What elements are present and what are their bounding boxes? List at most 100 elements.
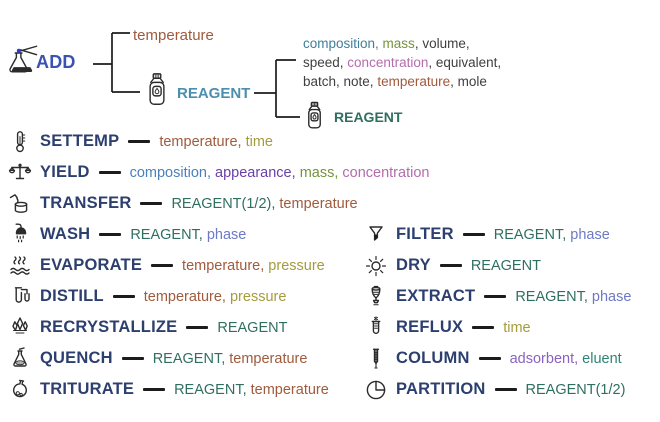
param-text: REAGENT <box>217 319 288 336</box>
op-row-column: COLUMN adsorbent, eluent <box>362 343 631 374</box>
reagent-node-label: REAGENT <box>177 85 251 102</box>
op-row-reflux: REFLUX time <box>362 312 631 343</box>
separatory-funnel-icon <box>362 285 389 309</box>
param-text: time <box>503 319 531 336</box>
reagent-param-list: composition, mass, volume, speed, concen… <box>303 34 501 91</box>
param-text: temperature, <box>182 257 269 274</box>
param-text: , volume, <box>414 36 470 51</box>
param-text: composition, <box>129 164 216 181</box>
op-params: REAGENT <box>471 258 541 274</box>
param-text: REAGENT(1/2) <box>525 381 626 398</box>
param-text: pressure <box>268 257 325 274</box>
op-label: TRITURATE <box>40 380 135 398</box>
op-label: TRANSFER <box>40 194 132 212</box>
op-label: SETTEMP <box>40 132 120 150</box>
dash-connector <box>128 140 151 143</box>
op-label: COLUMN <box>396 349 470 367</box>
op-params: composition, appearance, mass, concentra… <box>130 165 430 181</box>
param-text: REAGENT, <box>130 226 207 243</box>
dash-connector <box>186 326 209 329</box>
reflux-tube-icon <box>362 316 389 340</box>
param-text: mass <box>382 36 415 51</box>
dash-connector <box>140 202 163 205</box>
param-text: temperature <box>279 195 358 212</box>
dash-connector <box>484 295 507 298</box>
param-text: phase <box>206 226 247 243</box>
param-text: temperature <box>229 350 308 367</box>
param-text: REAGENT <box>470 257 541 274</box>
pie-circle-icon <box>362 378 389 402</box>
param-text: mass, <box>299 164 343 181</box>
param-text: temperature, <box>159 133 246 150</box>
op-row-yield: YIELD composition, appearance, mass, con… <box>6 157 429 188</box>
op-row-transfer: TRANSFER REAGENT(1/2), temperature <box>6 188 429 219</box>
param-text: speed, <box>303 55 348 70</box>
param-line: batch, note, temperature, mole <box>303 72 501 91</box>
param-text: concentration <box>347 55 429 70</box>
op-label-add: ADD <box>36 52 76 72</box>
reagent-bottle-icon <box>302 100 327 131</box>
op-label: DRY <box>396 256 431 274</box>
op-params: temperature, time <box>159 134 273 150</box>
left-operations-column: SETTEMP temperature, time YIELD composit… <box>6 126 429 405</box>
op-label: RECRYSTALLIZE <box>40 318 178 336</box>
param-text: REAGENT(1/2), <box>171 195 280 212</box>
thermometer-icon <box>6 130 33 154</box>
param-text: REAGENT, <box>152 350 230 367</box>
op-params: time <box>503 320 530 336</box>
op-params: temperature, pressure <box>182 258 325 274</box>
param-text: batch, note, <box>303 74 378 89</box>
param-text: eluent <box>582 350 622 367</box>
param-text: time <box>245 133 273 150</box>
dash-connector <box>494 388 517 391</box>
dash-connector <box>478 357 501 360</box>
funnel-icon <box>362 223 389 247</box>
param-text: temperature <box>377 74 451 89</box>
shower-head-icon <box>6 223 33 247</box>
op-row-dry: DRY REAGENT <box>362 250 631 281</box>
op-params: REAGENT, phase <box>130 227 246 243</box>
svg-text:stop: stop <box>16 360 22 364</box>
dash-connector <box>462 233 485 236</box>
op-params: REAGENT, phase <box>494 227 610 243</box>
param-text: REAGENT, <box>515 288 592 305</box>
op-label: EXTRACT <box>396 287 476 305</box>
param-text: temperature <box>250 381 329 398</box>
sun-icon <box>362 254 389 278</box>
op-row-triturate: TRITURATE REAGENT, temperature <box>6 374 429 405</box>
param-text: temperature, <box>143 288 230 305</box>
dash-connector <box>143 388 166 391</box>
chromatography-column-icon <box>362 347 389 371</box>
param-text: phase <box>591 288 632 305</box>
param-text: phase <box>570 226 610 243</box>
param-text: REAGENT, <box>174 381 251 398</box>
op-row-recrystallize: RECRYSTALLIZE REAGENT <box>6 312 429 343</box>
right-operations-column: FILTER REAGENT, phase DRY REAGENT <box>362 219 631 405</box>
add-param-temperature: temperature <box>133 27 214 44</box>
op-label: YIELD <box>40 163 90 181</box>
steam-waves-icon <box>6 254 33 278</box>
add-flask-icon <box>4 44 40 80</box>
op-row-settemp: SETTEMP temperature, time <box>6 126 429 157</box>
op-row-filter: FILTER REAGENT, phase <box>362 219 631 250</box>
op-label: REFLUX <box>396 318 464 336</box>
param-text: adsorbent, <box>509 350 583 367</box>
op-label: WASH <box>40 225 91 243</box>
round-flask-icon <box>6 378 33 402</box>
param-text: concentration <box>342 164 430 181</box>
op-params: adsorbent, eluent <box>510 351 622 367</box>
op-params: temperature, pressure <box>144 289 287 305</box>
op-row-partition: PARTITION REAGENT(1/2) <box>362 374 631 405</box>
op-params: REAGENT, temperature <box>174 382 329 398</box>
op-label: PARTITION <box>396 380 486 398</box>
op-row-evaporate: EVAPORATE temperature, pressure <box>6 250 429 281</box>
op-row-quench: stop QUENCH REAGENT, temperature <box>6 343 429 374</box>
op-params: REAGENT(1/2), temperature <box>171 196 357 212</box>
op-params: REAGENT <box>217 320 287 336</box>
dash-connector <box>439 264 462 267</box>
param-text: , equivalent, <box>428 55 502 70</box>
param-text: , mole <box>450 74 487 89</box>
op-params: REAGENT(1/2) <box>526 382 626 398</box>
